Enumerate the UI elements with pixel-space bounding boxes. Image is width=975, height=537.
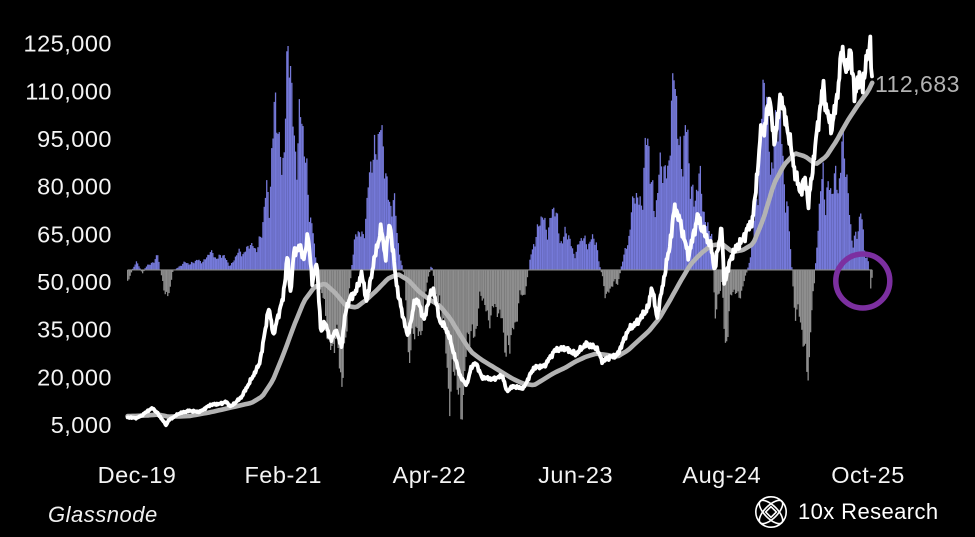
y-axis-tick-label: 65,000 (37, 221, 112, 247)
wireframe-globe-icon (755, 496, 787, 528)
spread-bars (127, 46, 873, 420)
y-axis-tick-label: 20,000 (37, 364, 112, 390)
brand-logo: 10x Research (753, 494, 939, 530)
x-axis-tick-label: Feb-21 (244, 462, 321, 488)
y-axis-tick-label: 110,000 (25, 78, 112, 104)
x-axis-tick-label: Dec-19 (98, 462, 177, 488)
x-axis-tick-label: Aug-24 (682, 462, 761, 488)
glassnode-watermark: Glassnode (48, 502, 158, 527)
x-axis-tick-label: Apr-22 (393, 462, 467, 488)
y-axis-tick-label: 50,000 (37, 269, 112, 295)
annotation-circle (833, 251, 893, 311)
price-line (125, 34, 874, 428)
x-axis-tick-label: Jun-23 (538, 462, 613, 488)
y-axis-tick-label: 80,000 (37, 174, 112, 200)
y-axis-tick-label: 35,000 (37, 317, 112, 343)
y-axis-tick-label: 95,000 (37, 126, 112, 152)
x-axis-tick-label: Oct-25 (831, 462, 905, 488)
y-axis-tick-label: 5,000 (51, 412, 112, 438)
brand-name: 10x Research (798, 499, 939, 524)
y-axis-tick-label: 125,000 (24, 31, 112, 57)
cost-basis-line (125, 80, 875, 419)
last-price-label: 112,683 (875, 71, 960, 97)
